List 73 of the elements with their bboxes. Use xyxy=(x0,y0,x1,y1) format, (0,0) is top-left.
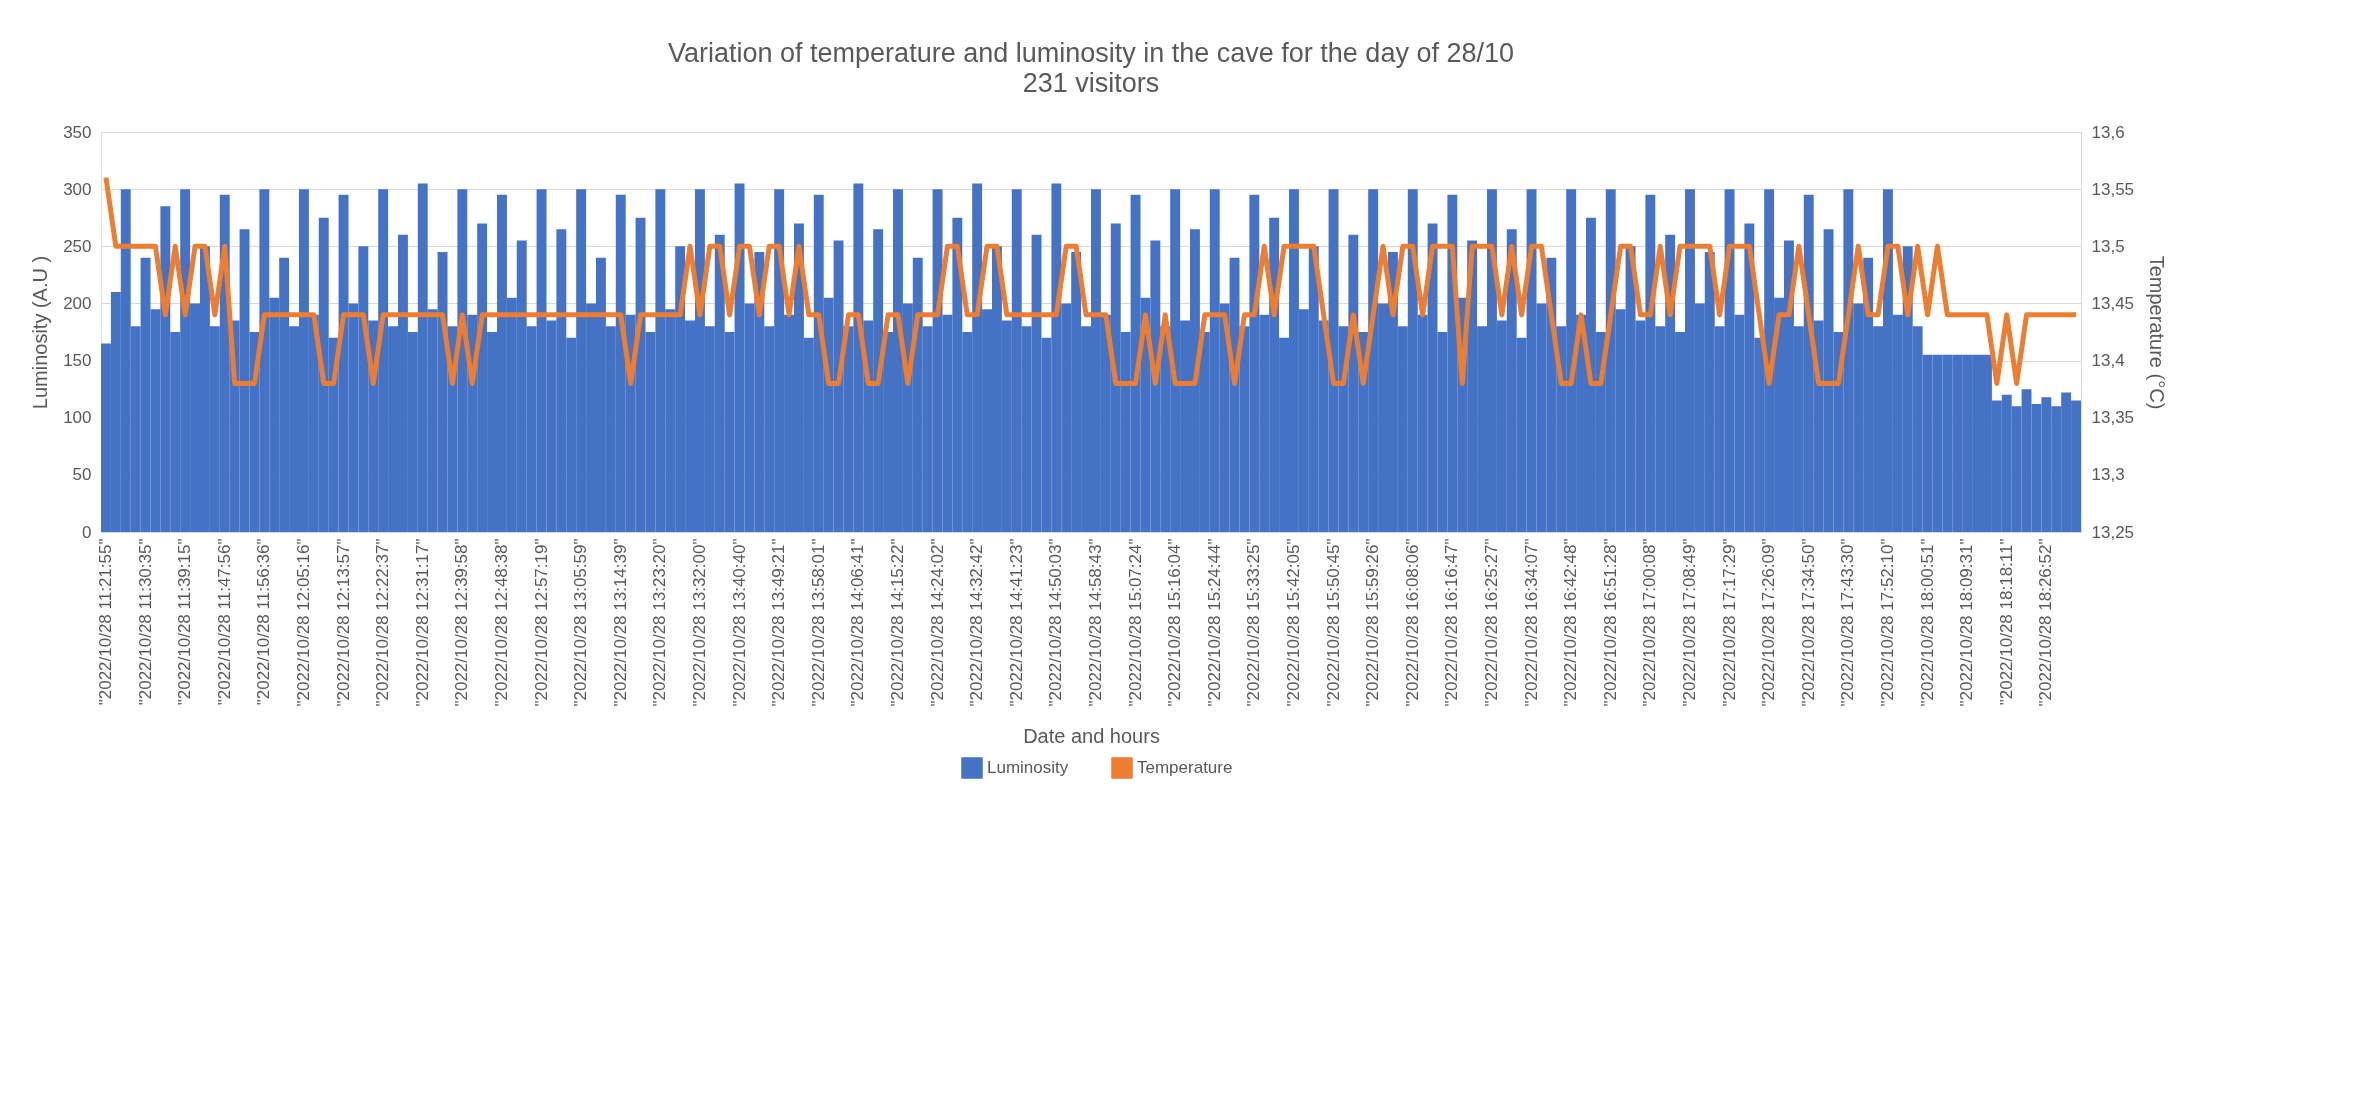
y2-tick-label: 13,25 xyxy=(2091,522,2135,542)
x-tick-label: "2022/10/28 16:08:06" xyxy=(1402,538,1422,707)
x-tick-label: "2022/10/28 14:24:02" xyxy=(927,538,947,707)
y2-tick-label: 13,4 xyxy=(2091,351,2125,371)
x-tick-label: "2022/10/28 15:50:45" xyxy=(1323,538,1343,707)
x-tick-label: "2022/10/28 17:52:10" xyxy=(1877,538,1897,707)
x-tick-label: "2022/10/28 11:47:56" xyxy=(214,538,234,706)
x-tick-label: "2022/10/28 12:05:16" xyxy=(293,538,313,707)
y-tick-label: 300 xyxy=(63,179,92,199)
x-tick-label: "2022/10/28 17:26:09" xyxy=(1759,538,1779,707)
x-tick-label: "2022/10/28 16:42:48" xyxy=(1561,538,1581,707)
x-tick-label: "2022/10/28 12:39:58" xyxy=(452,538,472,707)
x-axis-title: Date and hours xyxy=(1023,724,1160,747)
x-tick-label: "2022/10/28 16:16:47" xyxy=(1442,538,1462,707)
y2-tick-label: 13,35 xyxy=(2091,408,2135,428)
x-tick-label: "2022/10/28 11:21:55" xyxy=(95,538,115,706)
x-tick-label: "2022/10/28 14:06:41" xyxy=(848,538,868,707)
x-tick-label: "2022/10/28 15:42:05" xyxy=(1283,538,1303,707)
chart-title: Variation of temperature and luminosity in the cave for the day of 28/10 xyxy=(668,38,1514,68)
x-tick-label: "2022/10/28 13:14:39" xyxy=(610,538,630,707)
x-tick-label: "2022/10/28 15:16:04" xyxy=(1165,538,1185,707)
x-tick-label: "2022/10/28 16:51:28" xyxy=(1600,538,1620,707)
y-tick-label: 100 xyxy=(63,408,92,428)
y-tick-label: 250 xyxy=(63,236,92,256)
y2-tick-label: 13,45 xyxy=(2091,293,2135,313)
x-tick-label: "2022/10/28 15:24:44" xyxy=(1204,538,1224,707)
y2-tick-label: 13,5 xyxy=(2091,236,2125,256)
x-tick-label: "2022/10/28 14:58:43" xyxy=(1085,538,1105,707)
x-tick-label: "2022/10/28 13:40:40" xyxy=(729,538,749,707)
y-tick-label: 0 xyxy=(82,522,92,542)
x-tick-label: "2022/10/28 13:49:21" xyxy=(769,538,789,707)
x-tick-label: "2022/10/28 18:18:11" xyxy=(1996,538,2016,706)
x-tick-label: "2022/10/28 15:59:26" xyxy=(1363,538,1383,707)
x-tick-label: "2022/10/28 18:09:31" xyxy=(1957,538,1977,707)
x-tick-label: "2022/10/28 11:30:35" xyxy=(135,538,155,706)
x-tick-label: "2022/10/28 14:41:23" xyxy=(1006,538,1026,707)
x-tick-label: "2022/10/28 17:34:50" xyxy=(1798,538,1818,707)
y-tick-label: 50 xyxy=(72,465,92,485)
x-tick-label: "2022/10/28 13:58:01" xyxy=(808,538,828,707)
x-tick-label: "2022/10/28 12:22:37" xyxy=(373,538,393,707)
x-tick-label: "2022/10/28 11:56:36" xyxy=(254,538,274,706)
y2-tick-label: 13,6 xyxy=(2091,122,2125,142)
y2-tick-label: 13,55 xyxy=(2091,179,2135,199)
x-tick-label: "2022/10/28 12:31:17" xyxy=(412,538,432,707)
y-tick-label: 200 xyxy=(63,293,92,313)
y-tick-label: 150 xyxy=(63,351,92,371)
legend-label: Temperature xyxy=(1137,758,1233,777)
x-tick-label: "2022/10/28 13:32:00" xyxy=(689,538,709,707)
x-tick-label: "2022/10/28 17:00:08" xyxy=(1640,538,1660,707)
x-tick-label: "2022/10/28 12:13:57" xyxy=(333,538,353,707)
y-axis-title: Luminosity (A.U ) xyxy=(29,255,52,410)
x-tick-label: "2022/10/28 17:17:29" xyxy=(1719,538,1739,707)
chart-subtitle: 231 visitors xyxy=(1022,68,1160,98)
x-tick-label: "2022/10/28 14:15:22" xyxy=(887,538,907,707)
x-tick-label: "2022/10/28 15:33:25" xyxy=(1244,538,1264,707)
y2-tick-label: 13,3 xyxy=(2091,465,2125,485)
x-tick-label: "2022/10/28 17:08:49" xyxy=(1679,538,1699,707)
legend-label: Luminosity xyxy=(987,758,1069,777)
y2-axis-title: Temperature (°C) xyxy=(2146,255,2169,410)
x-tick-label: "2022/10/28 16:25:27" xyxy=(1481,538,1501,707)
x-tick-label: "2022/10/28 18:00:51" xyxy=(1917,538,1937,707)
x-tick-label: "2022/10/28 18:26:52" xyxy=(2036,538,2056,707)
x-tick-label: "2022/10/28 13:05:59" xyxy=(571,538,591,707)
x-tick-label: "2022/10/28 12:57:19" xyxy=(531,538,551,707)
x-tick-label: "2022/10/28 14:32:42" xyxy=(967,538,987,707)
x-tick-label: "2022/10/28 14:50:03" xyxy=(1046,538,1066,707)
x-tick-label: "2022/10/28 12:48:38" xyxy=(491,538,511,707)
x-tick-label: "2022/10/28 16:34:07" xyxy=(1521,538,1541,707)
x-tick-label: "2022/10/28 13:23:20" xyxy=(650,538,670,707)
x-tick-label: "2022/10/28 15:07:24" xyxy=(1125,538,1145,707)
x-tick-label: "2022/10/28 17:43:30" xyxy=(1838,538,1858,707)
y-tick-label: 350 xyxy=(63,122,92,142)
x-tick-label: "2022/10/28 11:39:15" xyxy=(175,538,195,706)
